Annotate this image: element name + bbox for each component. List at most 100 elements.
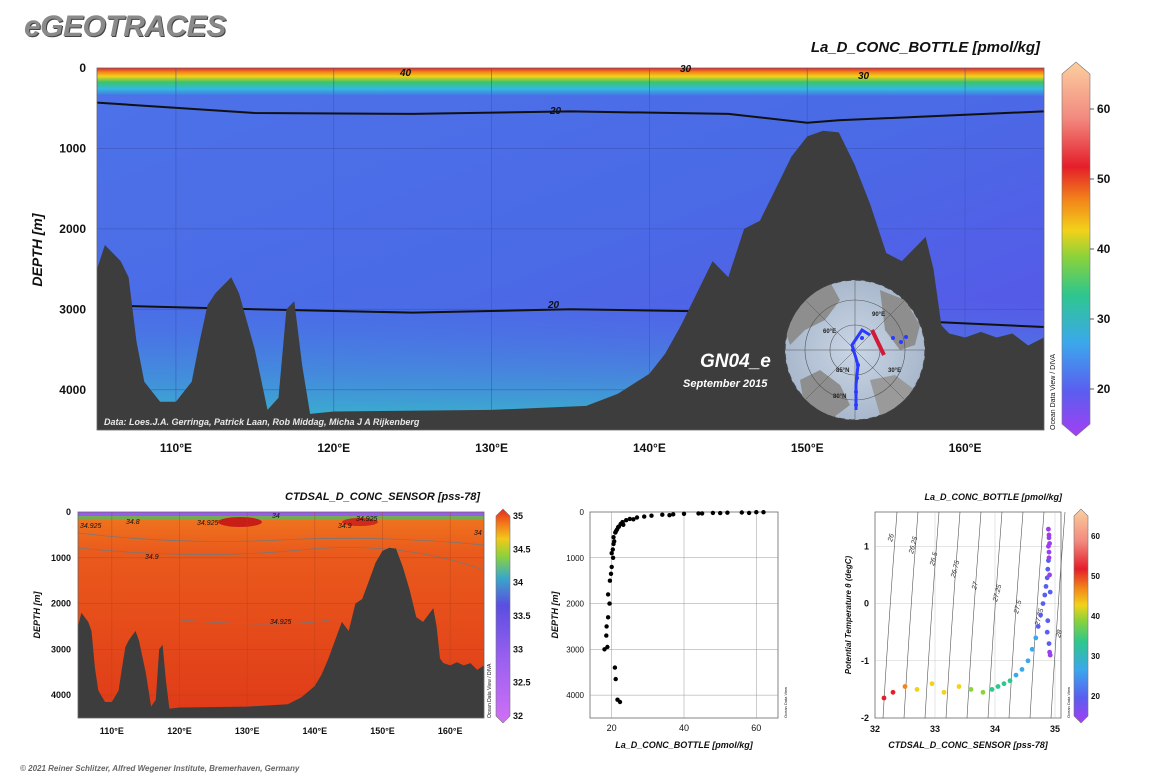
profile-data-point [754,510,759,515]
ts-isopycnal-label: 26 [887,533,896,543]
ts-y-axis-label: Potential Temperature θ (degC) [844,555,853,674]
ts-isopycnal-label: 27.75 [1034,608,1046,628]
ts-isopycnal-label: 28 [1055,629,1064,639]
profile-data-point [696,511,701,516]
profile-data-point [610,555,616,560]
ts-data-point [1046,535,1052,541]
ts-data-point [1029,646,1035,652]
salinity-colorbar-tick-label: 32 [513,711,523,721]
inset-map-label: 30°E [888,368,901,374]
ts-isopycnal-label: 26.75 [950,560,962,580]
main-contour-label: 20 [549,106,562,117]
main-y-tick-label: 0 [79,61,86,75]
salinity-colorbar-tick-label: 34.5 [513,544,531,554]
profile-plot: 0 1000 2000 3000 4000 20 40 60 DEPTH [m] La_D_… [550,508,788,750]
main-x-tick-label: 140°E [633,441,666,455]
ts-data-point [1001,681,1007,687]
ts-colorbar-tick-label: 30 [1091,652,1100,661]
ts-data-point [890,689,896,695]
main-colorbar-tick-label: 20 [1097,382,1111,396]
salinity-colorbar-tick-label: 32.5 [513,678,531,688]
main-y-tick-label: 4000 [59,383,86,397]
profile-y-tick-label: 0 [580,508,585,517]
ts-data-point [1047,589,1053,595]
main-y-tick-label: 2000 [59,222,86,236]
ts-data-point [914,687,920,692]
ts-data-point [1047,572,1052,578]
inset-map-label: 60°E [823,329,836,335]
profile-x-tick-label: 20 [607,723,617,733]
ts-data-point [1044,629,1050,635]
ts-data-point [1013,672,1019,678]
salinity-x-tick-label: 130°E [235,726,260,736]
salinity-colorbar-tick-label: 35 [513,511,523,521]
profile-data-point [621,522,626,527]
main-x-tick-label: 110°E [160,441,192,455]
profile-x-axis-label: La_D_CONC_BOTTLE [pmol/kg] [615,740,754,750]
main-y-tick-label: 3000 [59,302,86,316]
main-colorbar: 60 50 40 30 20 Ocean Data View / DIVA [1050,61,1111,437]
inset-map-label: 80°N [833,394,846,400]
profile-data-point [607,578,613,583]
salinity-x-tick-label: 140°E [303,726,328,736]
profile-data-point [624,518,629,523]
main-colorbar-tick-label: 30 [1097,312,1111,326]
ts-data-point [1046,549,1052,555]
ts-x-tick-label: 34 [990,724,1000,734]
ts-x-tick-label: 33 [930,724,940,734]
profile-data-point [605,644,610,650]
ts-data-point [1045,566,1051,572]
main-y-axis-label: DEPTH [m] [29,212,45,286]
salinity-x-tick-label: 120°E [167,726,192,736]
main-x-tick-label: 160°E [949,441,982,455]
ts-colorbar-tick-label: 50 [1091,572,1100,581]
main-contour-label: 20 [547,300,560,311]
ts-x-axis-label: CTDSAL_D_CONC_SENSOR [pss-78] [888,740,1049,750]
profile-y-tick-label: 3000 [566,645,584,654]
main-colorbar-tick-label: 50 [1097,172,1111,186]
salinity-colorbar-tick-label: 33.5 [513,611,531,621]
profile-data-point [613,529,619,534]
profile-data-point [667,513,672,518]
ts-colorbar-tick-label: 20 [1091,692,1100,701]
profile-x-tick-label: 60 [751,723,761,733]
ts-isopycnal-line [924,511,940,719]
ts-side-label: Ocean Data View [1066,687,1071,718]
profile-data-point [649,513,654,518]
ts-x-tick-label: 35 [1050,724,1060,734]
ts-data-point [941,689,947,695]
profile-data-point [605,592,611,597]
ts-data-point [1046,641,1052,646]
ts-isopycnal-label: 26.25 [908,536,920,556]
salinity-y-tick-label: 2000 [51,599,71,609]
ts-data-point [989,687,995,692]
inset-map-label: 90°E [872,312,885,318]
brand-logo: eGEOTRACES [24,10,226,43]
profile-data-point [761,510,766,515]
ts-isopycnal-line [966,511,982,719]
profile-data-point [604,624,609,629]
ts-colorbar: 60 50 40 30 20 [1073,508,1100,724]
ts-isopycnal-label: 26.5 [929,551,940,567]
main-x-tick-label: 120°E [317,441,350,455]
profile-data-point [612,539,617,544]
main-plot-frame [96,67,1045,431]
salinity-contour-label: 34.925 [356,516,378,523]
profile-data-point [634,515,640,520]
ts-data-point [1042,592,1048,598]
profile-data-point [605,615,611,620]
ts-data-point [881,695,887,701]
ts-data-point [1046,543,1051,549]
salinity-contour-label: 34 [474,530,482,537]
salinity-colorbar-tick-label: 34 [513,578,523,588]
ts-data-point [1043,584,1049,589]
profile-data-point [609,551,614,556]
main-surface-layer [97,68,1044,96]
ts-isopycnal-label: 27.5 [1013,599,1024,615]
salinity-colorbar-side-label: Ocean Data View / DIVA [487,663,493,718]
cruise-label: GN04_e [700,351,771,372]
main-section-plot: 40 30 30 20 20 Data: Loes.J.A. Gerringa,… [29,39,1045,455]
profile-data-point [671,512,676,517]
main-colorbar-side-label: Ocean Data View / DIVA [1050,354,1057,430]
